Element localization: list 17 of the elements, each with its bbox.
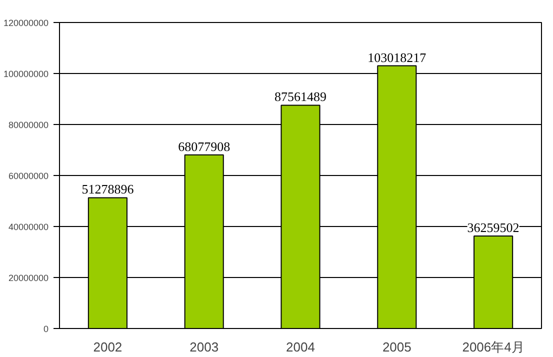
y-tick-label: 40000000 xyxy=(8,222,49,232)
data-label: 103018217 xyxy=(368,50,427,65)
data-label: 68077908 xyxy=(178,138,230,154)
y-tick-label: 80000000 xyxy=(8,120,49,130)
x-tick-label: 2005 xyxy=(382,340,412,354)
y-tick-label: 0 xyxy=(43,324,49,334)
x-tick-label: 2003 xyxy=(190,340,219,354)
y-tick-label: 120000000 xyxy=(3,18,49,28)
y-tick-label: 20000000 xyxy=(8,273,49,283)
data-label: 51278896 xyxy=(82,182,134,197)
y-tick-label: 100000000 xyxy=(3,69,49,79)
x-tick-label: 2002 xyxy=(93,340,122,354)
x-tick-label: 2006年4月 xyxy=(462,340,524,354)
x-tick-label: 2004 xyxy=(286,340,315,354)
data-label: 87561489 xyxy=(274,89,326,104)
data-label: 36259502 xyxy=(467,220,520,236)
y-tick-label: 60000000 xyxy=(8,171,49,181)
